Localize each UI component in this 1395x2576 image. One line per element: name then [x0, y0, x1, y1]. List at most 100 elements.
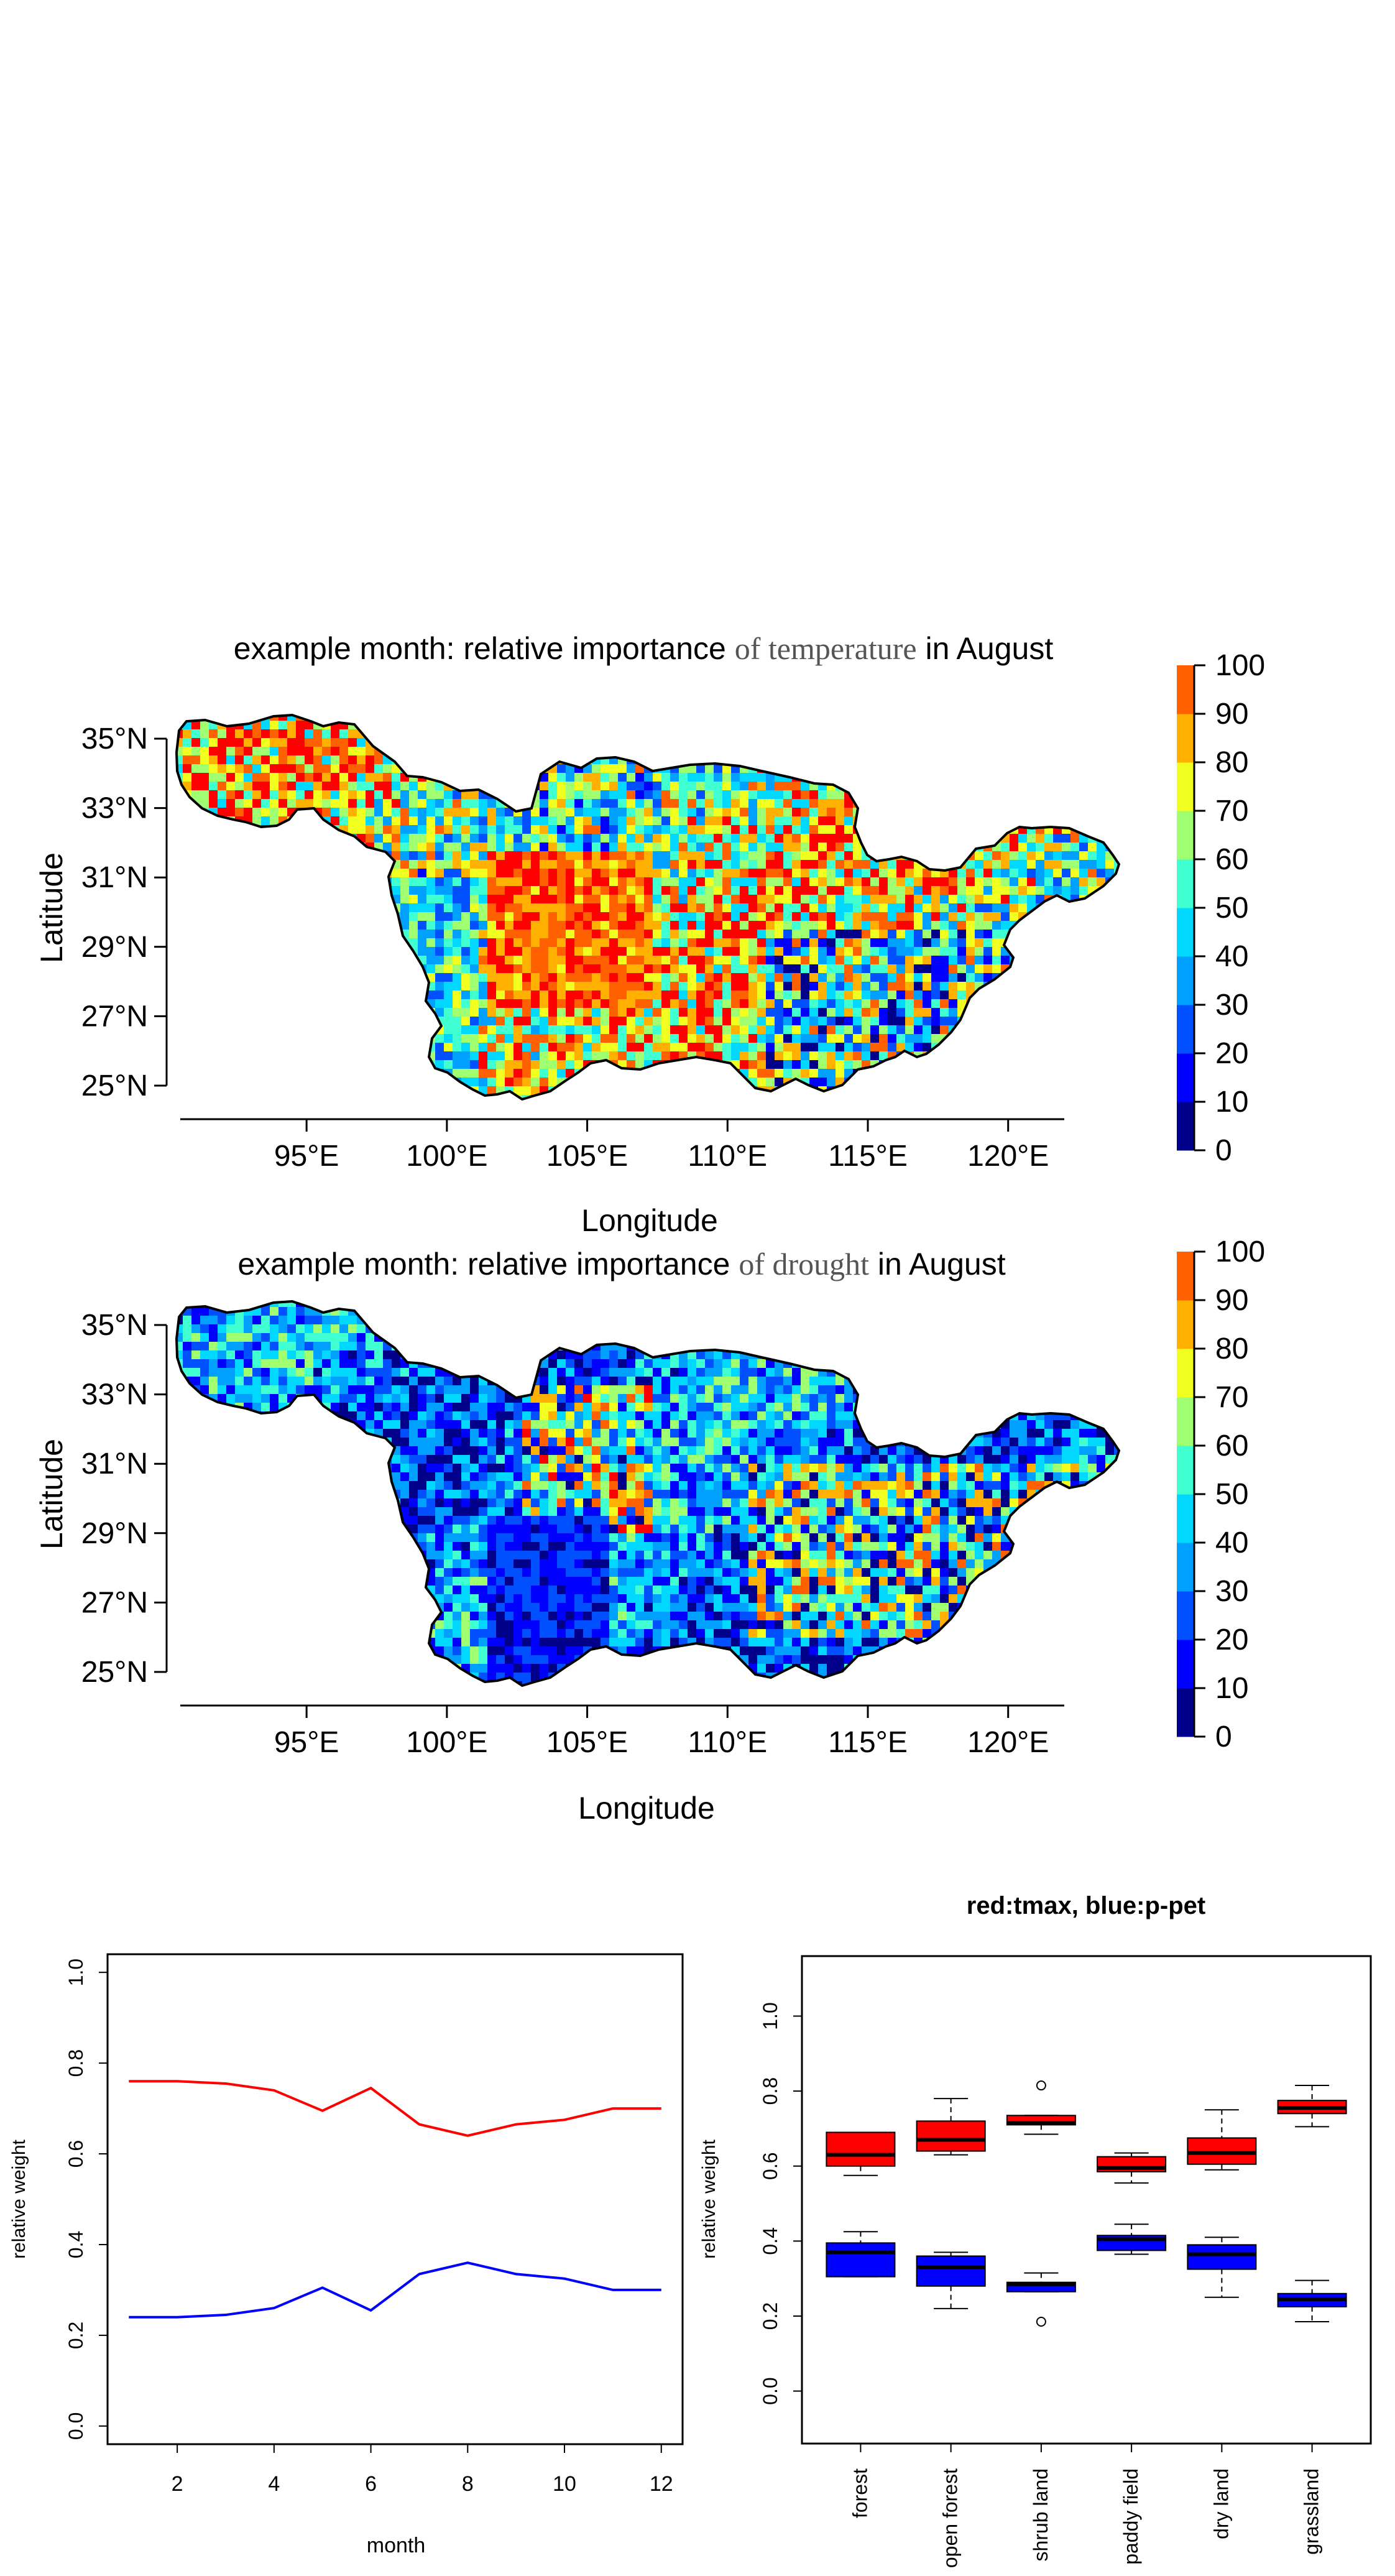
raster-cell — [218, 973, 226, 982]
raster-cell — [191, 1078, 200, 1086]
raster-cell — [888, 1034, 896, 1043]
raster-cell — [322, 1095, 331, 1099]
raster-cell — [513, 886, 522, 895]
raster-cell — [531, 982, 540, 990]
raster-cell — [453, 738, 461, 747]
raster-cell — [252, 1034, 261, 1043]
raster-cell — [513, 738, 522, 747]
raster-cell — [679, 729, 688, 738]
raster-cell — [679, 1043, 688, 1051]
raster-cell — [366, 877, 374, 886]
raster-cell — [688, 764, 696, 773]
raster-cell — [348, 1069, 357, 1078]
raster-cell — [270, 869, 279, 877]
raster-cell — [279, 999, 287, 1008]
raster-cell — [331, 886, 339, 895]
raster-cell — [748, 1008, 757, 1017]
raster-cell — [609, 782, 618, 790]
raster-cell — [400, 990, 409, 999]
raster-cell — [722, 799, 731, 808]
raster-cell — [461, 764, 470, 773]
map-temperature-colorbar-segment — [1177, 956, 1194, 1005]
raster-cell — [261, 860, 270, 869]
raster-cell — [696, 1095, 705, 1099]
raster-cell — [487, 773, 496, 782]
raster-cell — [574, 834, 583, 843]
raster-cell — [1062, 990, 1070, 999]
raster-cell — [740, 843, 748, 851]
raster-cell — [931, 1051, 940, 1060]
raster-cell — [862, 1086, 870, 1095]
raster-cell — [453, 799, 461, 808]
raster-cell — [714, 808, 722, 816]
raster-cell — [191, 1051, 200, 1060]
raster-cell — [1097, 790, 1105, 799]
raster-cell — [1027, 886, 1036, 895]
raster-cell — [305, 921, 313, 930]
raster-cell — [722, 747, 731, 755]
raster-cell — [1010, 799, 1018, 808]
raster-cell — [235, 851, 244, 860]
raster-cell — [177, 808, 183, 816]
raster-cell — [792, 808, 801, 816]
raster-cell — [522, 790, 531, 799]
raster-cell — [392, 990, 400, 999]
raster-cell — [818, 947, 827, 956]
raster-cell — [1114, 729, 1119, 738]
raster-cell — [1018, 834, 1027, 843]
raster-cell — [566, 1034, 574, 1043]
raster-cell — [548, 999, 557, 1008]
raster-cell — [679, 782, 688, 790]
raster-cell — [696, 1069, 705, 1078]
raster-cell — [609, 790, 618, 799]
raster-cell — [531, 886, 540, 895]
raster-cell — [244, 912, 252, 921]
raster-cell — [618, 1069, 627, 1078]
raster-cell — [1105, 825, 1114, 834]
raster-cell — [252, 947, 261, 956]
raster-cell — [748, 851, 757, 860]
raster-cell — [392, 721, 400, 729]
raster-cell — [505, 808, 513, 816]
raster-cell — [226, 764, 235, 773]
raster-cell — [531, 895, 540, 903]
raster-cell — [226, 999, 235, 1008]
raster-cell — [1036, 956, 1044, 964]
raster-cell — [627, 1078, 635, 1086]
raster-cell — [218, 1043, 226, 1051]
raster-cell — [836, 1051, 844, 1060]
raster-cell — [177, 851, 183, 860]
raster-cell — [853, 982, 862, 990]
raster-cell — [975, 738, 983, 747]
raster-cell — [609, 912, 618, 921]
raster-cell — [183, 764, 191, 773]
raster-cell — [1105, 903, 1114, 912]
raster-cell — [574, 808, 583, 816]
raster-cell — [679, 808, 688, 816]
raster-cell — [601, 747, 609, 755]
raster-cell — [574, 886, 583, 895]
raster-cell — [487, 964, 496, 973]
raster-cell — [775, 721, 783, 729]
raster-cell — [566, 738, 574, 747]
raster-cell — [809, 982, 818, 990]
raster-cell — [740, 973, 748, 982]
raster-cell — [722, 851, 731, 860]
raster-cell — [670, 912, 679, 921]
raster-cell — [505, 790, 513, 799]
raster-cell — [339, 790, 348, 799]
raster-cell — [557, 1060, 566, 1069]
raster-cell — [1105, 947, 1114, 956]
raster-cell — [1053, 1017, 1062, 1025]
raster-cell — [653, 956, 661, 964]
raster-cell — [331, 843, 339, 851]
raster-cell — [862, 799, 870, 808]
raster-cell — [270, 990, 279, 999]
raster-cell — [400, 1008, 409, 1017]
raster-cell — [235, 1069, 244, 1078]
raster-cell — [688, 808, 696, 816]
raster-cell — [905, 869, 914, 877]
raster-cell — [339, 764, 348, 773]
raster-cell — [1044, 1095, 1053, 1099]
raster-cell — [444, 773, 453, 782]
